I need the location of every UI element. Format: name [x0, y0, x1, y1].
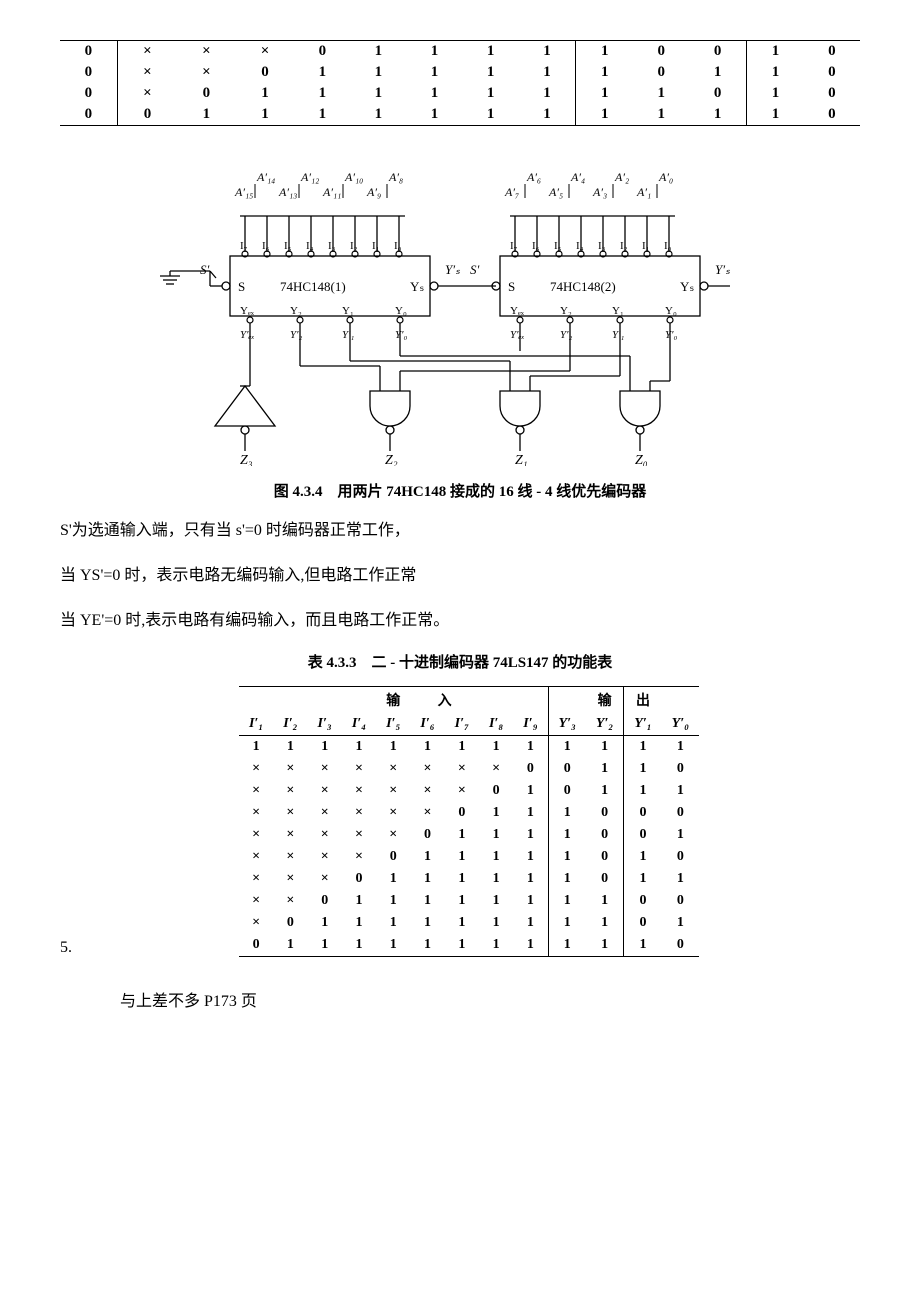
circuit-diagram: S′ S 74HC148(1) Yₛ Y′ₛ S′ S 74HC148(2) Y…	[150, 146, 770, 466]
svg-text:S: S	[238, 279, 245, 294]
svg-text:Y′₁: Y′₁	[612, 329, 625, 341]
svg-text:S′: S′	[470, 262, 480, 277]
svg-text:Yₑₓ: Yₑₓ	[510, 305, 525, 317]
svg-text:Y₀: Y₀	[395, 305, 407, 317]
svg-text:I₁: I₁	[642, 240, 650, 252]
svg-text:A′₁₀: A′₁₀	[344, 170, 363, 184]
svg-text:Y′₁: Y′₁	[342, 329, 355, 341]
svg-text:Y′₀: Y′₀	[665, 329, 678, 341]
svg-text:A′₈: A′₈	[388, 170, 403, 184]
svg-text:A′₅: A′₅	[548, 185, 563, 199]
svg-text:Y₁: Y₁	[612, 305, 624, 317]
svg-text:Yₛ: Yₛ	[680, 279, 694, 294]
svg-text:I₆: I₆	[532, 240, 540, 252]
svg-text:Y₂: Y₂	[290, 305, 302, 317]
svg-text:I₂: I₂	[350, 240, 358, 252]
svg-text:Y₀: Y₀	[665, 305, 677, 317]
svg-text:S: S	[508, 279, 515, 294]
svg-text:A′₀: A′₀	[658, 170, 673, 184]
svg-text:A′₇: A′₇	[504, 185, 519, 199]
svg-text:I₆: I₆	[262, 240, 270, 252]
svg-text:Z₁: Z₁	[515, 453, 528, 466]
svg-text:Yₛ: Yₛ	[410, 279, 424, 294]
paragraph-2: 当 YS'=0 时，表示电路无编码输入,但电路工作正常	[60, 562, 860, 591]
top-truth-table: 0×××01111100100××011111101100×0111111110…	[60, 40, 860, 126]
footer-text: 与上差不多 P173 页	[120, 987, 860, 1011]
svg-text:A′₁₁: A′₁₁	[322, 185, 341, 199]
svg-text:I₄: I₄	[576, 240, 584, 252]
function-table: 输 入 输 出 I′₁I′₂I′₃I′₄I′₅I′₆I′₇I′₈I′₉Y′₃Y′…	[239, 686, 699, 957]
svg-text:I₄: I₄	[306, 240, 314, 252]
paragraph-3: 当 YE'=0 时,表示电路有编码输入，而且电路工作正常。	[60, 607, 860, 636]
svg-text:I₅: I₅	[284, 240, 292, 252]
svg-text:I₇: I₇	[510, 240, 518, 252]
svg-text:A′₁₃: A′₁₃	[278, 185, 297, 199]
svg-text:Z₂: Z₂	[385, 453, 398, 466]
svg-text:S′: S′	[200, 262, 210, 277]
svg-text:Y₁: Y₁	[342, 305, 354, 317]
description-paragraphs: S'为选通输入端，只有当 s'=0 时编码器正常工作， 当 YS'=0 时，表示…	[60, 517, 860, 635]
svg-text:Y′₀: Y′₀	[395, 329, 408, 341]
svg-text:A′₂: A′₂	[614, 170, 629, 184]
svg-text:Y′ₛ: Y′ₛ	[445, 262, 460, 277]
svg-text:I₀: I₀	[664, 240, 672, 252]
svg-text:I₇: I₇	[240, 240, 248, 252]
svg-text:74HC148(1): 74HC148(1)	[280, 279, 346, 294]
svg-text:Y′₂: Y′₂	[560, 329, 573, 341]
svg-text:74HC148(2): 74HC148(2)	[550, 279, 616, 294]
svg-text:Y₂: Y₂	[560, 305, 572, 317]
svg-text:A′₃: A′₃	[592, 185, 607, 199]
svg-text:I₃: I₃	[598, 240, 606, 252]
svg-text:Y′ₛ: Y′ₛ	[715, 262, 730, 277]
svg-text:Yₑₓ: Yₑₓ	[240, 305, 255, 317]
svg-text:I₁: I₁	[372, 240, 380, 252]
svg-text:Y′ₑₓ: Y′ₑₓ	[510, 329, 525, 341]
svg-text:Y′ₑₓ: Y′ₑₓ	[240, 329, 255, 341]
svg-text:A′₁₅: A′₁₅	[234, 185, 253, 199]
list-number: 5.	[60, 939, 72, 957]
svg-text:A′₁₄: A′₁₄	[256, 170, 275, 184]
svg-text:A′₁: A′₁	[636, 185, 651, 199]
svg-text:A′₆: A′₆	[526, 170, 541, 184]
svg-text:Z₀: Z₀	[635, 453, 648, 466]
svg-text:I₀: I₀	[394, 240, 402, 252]
svg-text:A′₉: A′₉	[366, 185, 381, 199]
svg-text:I₂: I₂	[620, 240, 628, 252]
svg-text:Z₃: Z₃	[240, 453, 253, 466]
table-caption: 表 4.3.3 二 - 十进制编码器 74LS147 的功能表	[60, 651, 860, 672]
svg-text:A′₁₂: A′₁₂	[300, 170, 319, 184]
svg-text:I₃: I₃	[328, 240, 336, 252]
paragraph-1: S'为选通输入端，只有当 s'=0 时编码器正常工作，	[60, 517, 860, 546]
svg-text:Y′₂: Y′₂	[290, 329, 303, 341]
svg-text:A′₄: A′₄	[570, 170, 585, 184]
figure-caption: 图 4.3.4 用两片 74HC148 接成的 16 线 - 4 线优先编码器	[60, 480, 860, 501]
svg-text:I₅: I₅	[554, 240, 562, 252]
